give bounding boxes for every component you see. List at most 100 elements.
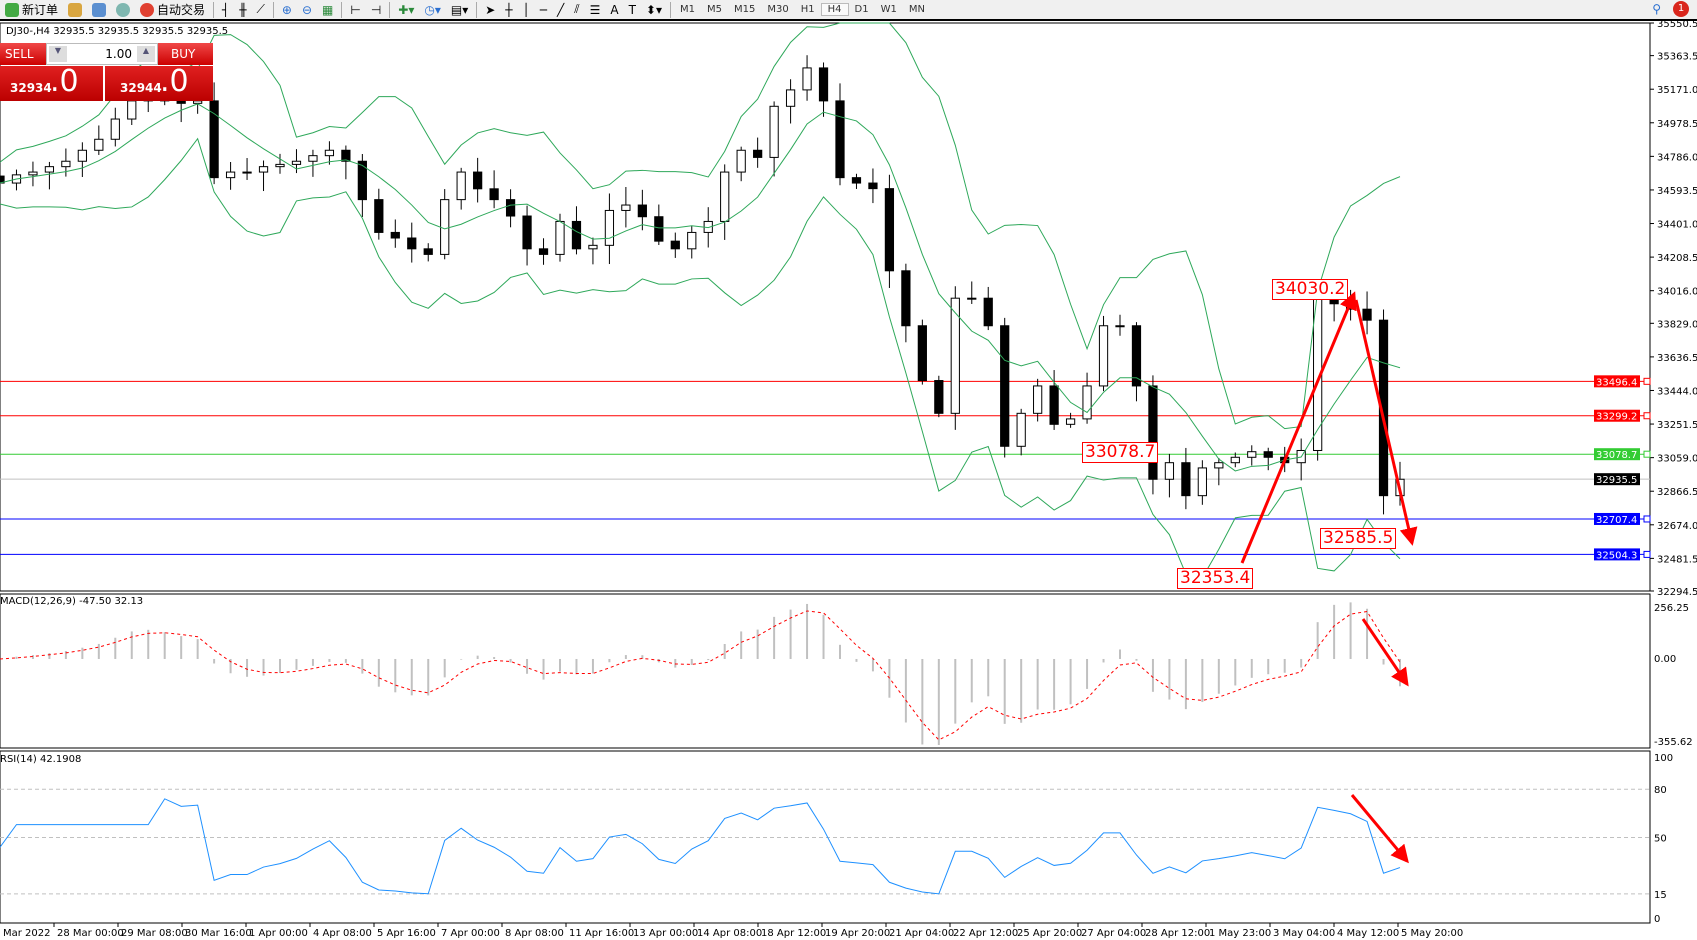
zoom-out-button[interactable]: ⊖: [297, 0, 317, 20]
buy-button[interactable]: BUY: [158, 43, 213, 65]
autoscroll-button[interactable]: ⊢: [345, 0, 365, 20]
search-icon[interactable]: ⚲: [1652, 2, 1661, 16]
vertical-line-tool[interactable]: │: [518, 0, 535, 20]
price-label-bg: [1594, 448, 1640, 461]
time-tick-label: 13 Apr 00:00: [633, 928, 698, 939]
candle-body: [44, 166, 55, 173]
chart-shift-button[interactable]: ⊣: [366, 0, 386, 20]
notification-badge[interactable]: 1: [1673, 1, 1689, 17]
divider: [213, 1, 215, 18]
line-handle: [1643, 550, 1651, 558]
time-tick-label: 19 Apr 20:00: [825, 928, 890, 939]
macd-signal-line: [0, 610, 1401, 741]
candle-body: [0, 175, 5, 184]
candle-body: [1214, 462, 1224, 469]
line-chart-button[interactable]: ⟋: [252, 0, 270, 20]
bollinger-middle: [0, 103, 1401, 472]
line-handle: [1643, 377, 1651, 385]
rsi-tick-label: 0: [1654, 914, 1660, 925]
candle-body: [1230, 456, 1240, 464]
candle-body: [637, 204, 647, 218]
horizontal-line-icon: ─: [539, 2, 547, 17]
lot-size-field[interactable]: ▼ 1.00 ▲: [46, 43, 158, 65]
timeframe-w1[interactable]: W1: [880, 4, 897, 15]
rsi-panel-frame: [0, 750, 1651, 924]
new-order-icon: [5, 2, 19, 17]
signals-button[interactable]: [111, 0, 135, 20]
candle-body: [868, 182, 878, 190]
annotation-high[interactable]: 34030.2: [1272, 279, 1349, 300]
lot-increase-icon[interactable]: ▲: [137, 46, 155, 62]
time-tick-label: 3 May 04:00: [1273, 928, 1335, 939]
price-tick-label: 34593.5: [1657, 186, 1697, 197]
timeframe-m5[interactable]: M5: [707, 4, 722, 15]
periods-button[interactable]: ◷▾: [419, 0, 446, 20]
symbol-info: DJ30-,H4 32935.5 32935.5 32935.5 32935.5: [6, 26, 229, 37]
one-click-trading-panel: SELL ▼ 1.00 ▲ BUY 32934 .0 32944 .0: [0, 43, 213, 101]
crosshair-tool[interactable]: ┼: [500, 0, 517, 20]
terminal-button[interactable]: [87, 0, 111, 20]
price-tick-label: 34978.5: [1657, 119, 1697, 130]
text-icon: A: [610, 2, 619, 17]
main-panel-frame: [0, 22, 1651, 592]
candle-body: [324, 149, 335, 157]
trend-arrow: [1240, 291, 1357, 564]
candle-chart-button[interactable]: ╫: [234, 0, 251, 20]
candle-body: [176, 100, 186, 104]
channel-tool[interactable]: ⫽: [569, 0, 584, 20]
line-chart-icon: ⟋: [256, 2, 265, 16]
candle-body: [571, 220, 582, 250]
bar-chart-button[interactable]: ┤: [217, 0, 234, 20]
timeframe-m1[interactable]: M1: [680, 4, 695, 15]
annotation-low[interactable]: 32353.4: [1177, 568, 1254, 589]
timeframe-h1[interactable]: H1: [800, 4, 815, 15]
fibonacci-icon: ☰: [589, 2, 601, 17]
timeframe-h4[interactable]: H4: [820, 3, 849, 16]
horizontal-line-tool[interactable]: ─: [535, 0, 552, 20]
arrows-tool[interactable]: ⬍▾: [641, 0, 667, 20]
sell-price[interactable]: 32934 .0: [0, 64, 103, 101]
candle-body: [1000, 325, 1010, 447]
timeframe-m30[interactable]: M30: [767, 4, 789, 15]
indicators-button[interactable]: ✚▾: [393, 0, 419, 20]
divider: [476, 1, 478, 18]
buy-price[interactable]: 32944 .0: [105, 64, 213, 101]
candle-body: [1065, 418, 1076, 425]
timeframe-m15[interactable]: M15: [734, 4, 756, 15]
candle-body: [127, 100, 137, 120]
text-tool[interactable]: A: [605, 0, 623, 20]
zoom-in-button[interactable]: ⊕: [277, 0, 297, 20]
time-tick-label: 1 May 23:00: [1209, 928, 1271, 939]
rsi-tick-label: 100: [1654, 753, 1673, 764]
time-tick-label: 25 Apr 20:00: [1017, 928, 1082, 939]
market-watch-button[interactable]: [63, 0, 87, 20]
new-order-button[interactable]: 新订单: [0, 0, 63, 20]
price-tick-label: 32481.5: [1657, 554, 1697, 565]
candle-body: [440, 199, 450, 255]
auto-trading-button[interactable]: 自动交易: [135, 0, 210, 20]
candle-body: [1098, 325, 1109, 387]
label-tool[interactable]: T: [624, 0, 641, 20]
timeframe-mn[interactable]: MN: [908, 4, 925, 15]
timeframe-d1[interactable]: D1: [854, 4, 869, 15]
lot-decrease-icon[interactable]: ▼: [49, 46, 67, 62]
trendline-tool[interactable]: ╱: [552, 0, 569, 20]
current-price-bg: [1594, 473, 1640, 486]
tile-windows-button[interactable]: ▦: [317, 0, 338, 20]
annotation-recent-low[interactable]: 32585.5: [1320, 528, 1397, 549]
cursor-tool[interactable]: ➤: [480, 0, 500, 20]
price-tick-label: 34786.0: [1657, 152, 1697, 163]
candle-body: [950, 297, 960, 414]
arrows-icon: ⬍▾: [645, 2, 662, 17]
candle-body: [423, 248, 433, 255]
rsi-tick-label: 50: [1654, 834, 1667, 845]
sell-button[interactable]: SELL: [0, 43, 46, 65]
templates-button[interactable]: ▤▾: [446, 0, 473, 20]
price-tick-label: 32674.0: [1657, 521, 1697, 532]
divider: [670, 1, 671, 18]
annotation-level[interactable]: 33078.7: [1082, 442, 1159, 463]
trend-arrow: [1354, 299, 1418, 546]
time-tick-label: 4 Apr 08:00: [313, 928, 372, 939]
fibonacci-tool[interactable]: ☰: [585, 0, 606, 20]
